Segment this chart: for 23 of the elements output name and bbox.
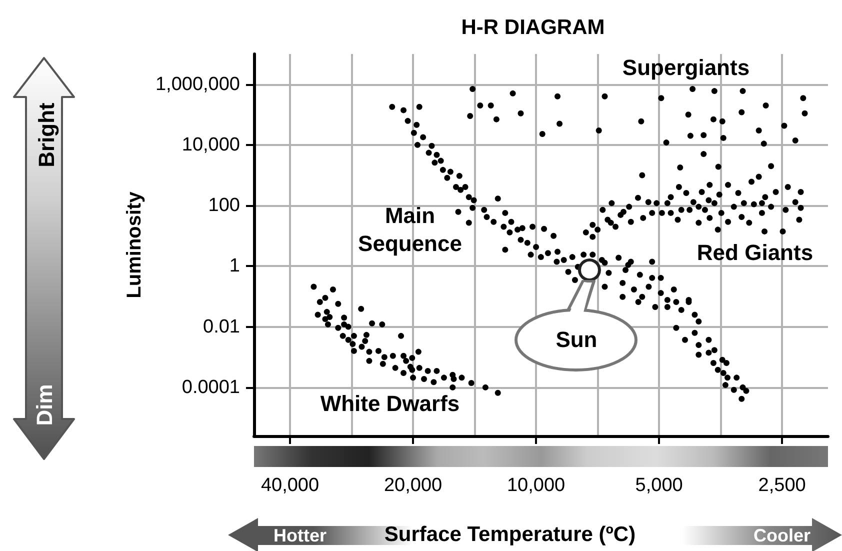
x-tick-label: 20,000 (384, 475, 442, 496)
y-tick-label: 100 (208, 195, 240, 216)
text: Dim (32, 384, 58, 426)
text: Cooler (753, 526, 811, 546)
y-tick-label: 0.0001 (182, 376, 240, 398)
y-tick-label: 1 (229, 256, 240, 277)
annotation: Supergiants (621, 54, 751, 82)
y-tick-label: 10,000 (182, 134, 240, 156)
x-tick-label: 5,000 (635, 475, 683, 496)
x-tick-label: 10,000 (506, 475, 566, 496)
text: Bright (34, 102, 60, 168)
x-tick-label: 40,000 (260, 475, 320, 496)
x-axis-title: Surface Temperature (ºC) (384, 523, 636, 547)
y-tick-label: 1,000,000 (155, 74, 240, 95)
y-axis-title: Luminosity (124, 190, 146, 298)
annotation: Sun (556, 326, 598, 353)
x-tick-label: 2,500 (758, 475, 806, 496)
annotation: White Dwarfs (319, 390, 461, 418)
text: Hotter (274, 526, 326, 546)
chart-title: H-R DIAGRAM (461, 16, 605, 39)
annotation: Main Sequence (357, 202, 463, 258)
y-tick-label: 0.01 (203, 316, 240, 338)
annotation: Red Giants (696, 239, 814, 267)
